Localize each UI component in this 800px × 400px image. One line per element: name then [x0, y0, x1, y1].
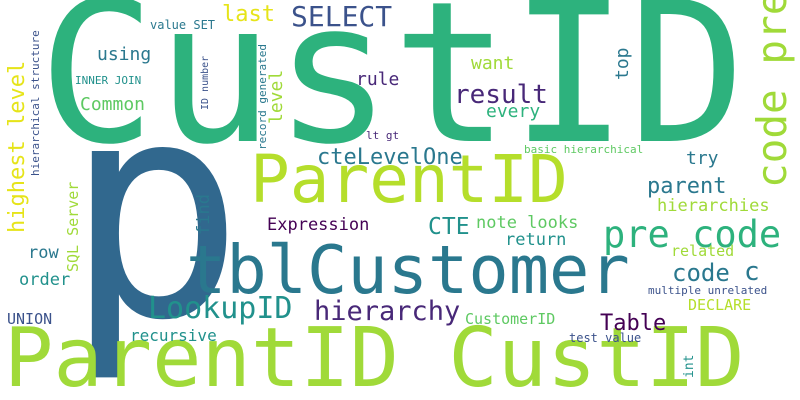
word-inner-join: INNER JOIN: [75, 75, 141, 86]
word-id-number: ID number: [201, 56, 211, 110]
word-level: level: [268, 70, 286, 124]
word-last: last: [222, 4, 275, 26]
word-union: UNION: [7, 312, 52, 327]
word-find: find: [196, 194, 213, 235]
word-every: every: [486, 103, 540, 121]
word-hierarchy: hierarchy: [314, 298, 460, 325]
word-int: int: [683, 355, 696, 378]
word-code: code: [672, 261, 730, 285]
word-hierarchies: hierarchies: [657, 198, 770, 215]
word-basic-hierarchical: basic hierarchical: [524, 144, 643, 155]
word-rule: rule: [356, 71, 399, 89]
word-highest-level: highest level: [7, 61, 29, 233]
word-declare: DECLARE: [688, 298, 751, 313]
word-select: SELECT: [291, 3, 392, 31]
word-lt-gt: lt gt: [366, 130, 399, 141]
word-recursive: recursive: [130, 328, 217, 344]
word-ctelevelone: cteLevelOne: [317, 147, 463, 169]
word-related: related: [671, 244, 734, 259]
word-cte: CTE: [428, 216, 470, 239]
word-order: order: [19, 272, 70, 289]
word-value-set: value SET: [150, 19, 215, 31]
word-customerid: CustomerID: [465, 312, 555, 327]
word-lookupid: LookupID: [148, 294, 293, 324]
word-record-generated: record generated: [257, 44, 268, 150]
word-common: Common: [80, 96, 145, 114]
word-try: try: [686, 150, 719, 168]
word-test-value: test value: [569, 332, 641, 344]
word-hierarchical-structure: hierarchical structure: [30, 30, 41, 176]
word-using: using: [97, 46, 151, 64]
word-code-pre: code pre: [752, 0, 793, 188]
word-return: return: [505, 232, 566, 249]
word-multiple-unrelated: multiple unrelated: [648, 285, 767, 296]
word-want: want: [471, 55, 514, 73]
word-parent: parent: [647, 176, 726, 198]
word-sql-server: SQL Server: [66, 182, 81, 272]
word-row: row: [28, 245, 59, 262]
word-top: top: [614, 47, 632, 80]
word-expression: Expression: [267, 217, 369, 234]
word-c: c: [744, 259, 760, 285]
